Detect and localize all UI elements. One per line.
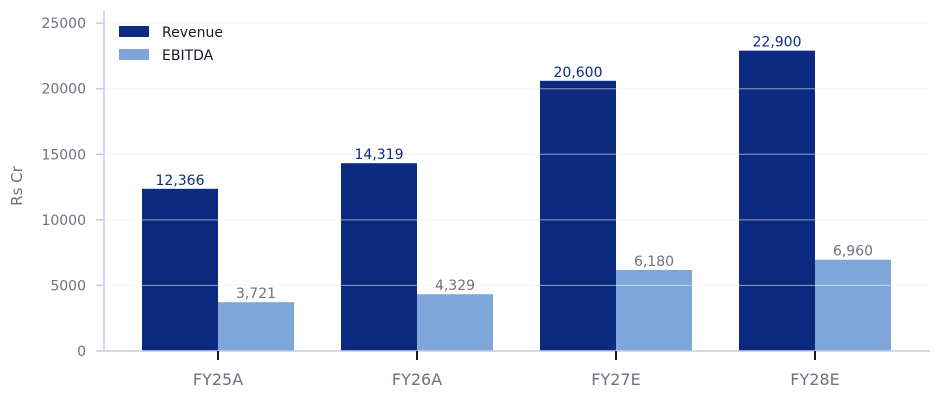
x-tick-label: FY28E: [790, 370, 839, 389]
x-axis-ticks: FY25A FY26A FY27E FY28E: [193, 351, 840, 389]
bar-value-label: 14,319: [355, 147, 404, 163]
bar-value-labels: 12,366 3,721 14,319 4,329 20,600 6,180 22,900 6…: [156, 35, 874, 303]
y-axis-ticks: 0 5000 10000 15000 20000 25000: [41, 16, 104, 360]
bar-revenue-fy28e: [739, 50, 815, 352]
bar-value-label: 20,600: [554, 65, 603, 81]
bar-ebitda-fy25a: [218, 302, 294, 351]
bar-value-label: 3,721: [236, 286, 276, 302]
bar-revenue-fy27e: [540, 80, 616, 352]
legend-swatch-ebitda: [119, 49, 149, 60]
x-tick-label: FY26A: [392, 370, 442, 389]
bar-ebitda-fy27e: [616, 269, 692, 351]
legend-label-ebitda: EBITDA: [162, 48, 214, 64]
legend: Revenue EBITDA: [119, 25, 223, 64]
y-tick-label: 20000: [41, 82, 86, 98]
bar-value-label: 4,329: [435, 278, 475, 294]
y-tick-label: 15000: [41, 147, 86, 163]
bar-revenue-fy26a: [341, 163, 417, 351]
bar-ebitda-fy26a: [417, 294, 493, 351]
bar-value-label: 12,366: [156, 173, 205, 189]
bar-value-label: 6,180: [634, 254, 674, 270]
legend-swatch-revenue: [119, 26, 149, 37]
y-tick-label: 5000: [50, 278, 86, 294]
bar-value-label: 6,960: [833, 244, 873, 260]
y-tick-label: 25000: [41, 16, 86, 32]
bar-ebitda-fy28e: [815, 259, 891, 351]
legend-label-revenue: Revenue: [162, 25, 223, 41]
bar-value-label: 22,900: [753, 35, 802, 51]
x-tick-label: FY25A: [193, 370, 243, 389]
x-tick-label: FY27E: [591, 370, 640, 389]
bar-revenue-fy25a: [142, 188, 218, 351]
y-tick-label: 10000: [41, 213, 86, 229]
y-axis-title: Rs Cr: [8, 165, 26, 205]
axes: [103, 10, 930, 352]
bars: [104, 22, 930, 352]
y-tick-label: 0: [77, 344, 86, 360]
